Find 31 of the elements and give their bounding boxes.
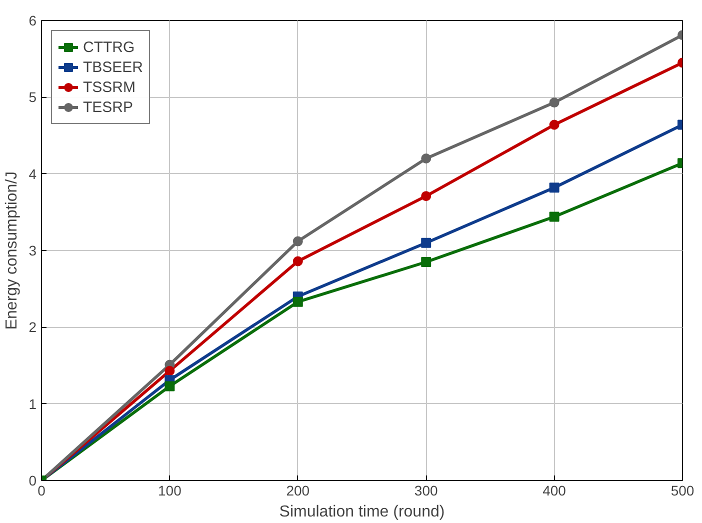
- y-tick-label: 5: [28, 89, 37, 106]
- legend-label: TBSEER: [83, 58, 144, 76]
- point: [549, 212, 560, 222]
- y-axis-title: Energy consumption/J: [4, 171, 21, 330]
- y-tick-label: 4: [28, 166, 37, 182]
- point: [164, 381, 175, 392]
- point: [549, 182, 560, 193]
- point: [292, 236, 303, 246]
- x-tick-label: 100: [158, 482, 182, 498]
- x-tick-label: 500: [670, 482, 694, 498]
- x-tick-label: 400: [542, 482, 566, 498]
- x-tick-label: 300: [414, 482, 438, 498]
- point: [549, 120, 560, 130]
- x-tick-label: 200: [286, 482, 310, 498]
- legend-label: CTTRG: [83, 38, 135, 56]
- point: [292, 296, 303, 307]
- y-tick-label: 6: [28, 12, 37, 28]
- y-tick-label: 1: [28, 396, 37, 412]
- point: [164, 366, 175, 376]
- point: [421, 238, 432, 248]
- legend-label: TSSRM: [83, 78, 136, 96]
- point: [292, 256, 303, 266]
- point: [421, 154, 432, 164]
- x-axis-title: Simulation time (round): [279, 504, 445, 520]
- legend-label: TESRP: [83, 98, 134, 116]
- y-tick-label: 0: [28, 472, 37, 488]
- y-tick-label: 3: [28, 242, 37, 258]
- point: [549, 98, 560, 108]
- point: [421, 257, 432, 267]
- y-tick-label: 2: [28, 319, 37, 336]
- point: [421, 191, 432, 202]
